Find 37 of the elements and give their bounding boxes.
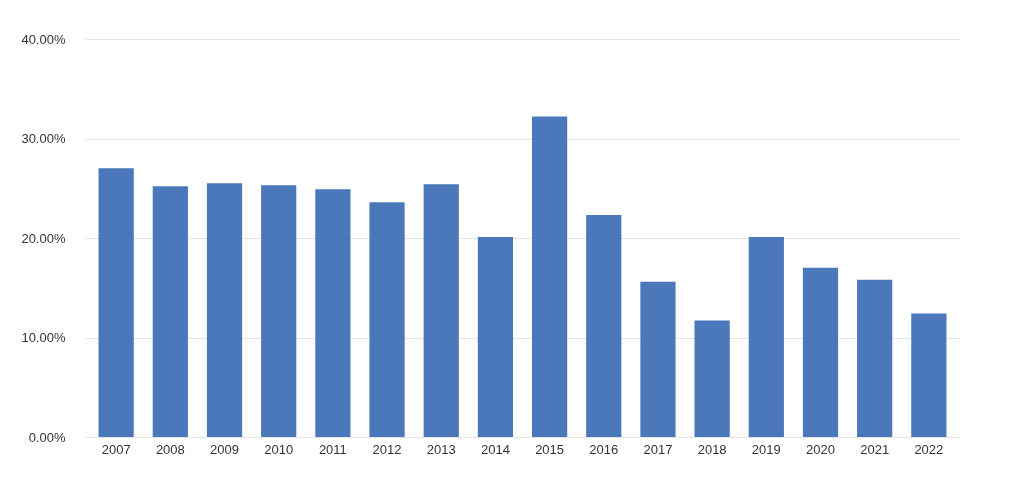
y-tick-label: 20.00% [21,230,66,246]
y-tick-label: 10.00% [21,330,66,345]
bar [206,183,243,437]
bar [802,267,839,437]
bar [694,320,730,437]
bar [748,237,784,437]
bar [586,215,622,437]
x-tick-label: 2019 [751,441,781,457]
x-tick-label: 2014 [480,441,510,457]
bar [369,202,405,437]
x-tick-label: 2017 [643,441,673,457]
x-tick-label: 2012 [372,441,402,457]
x-tick-label: 2011 [318,441,347,457]
bar [477,237,514,437]
x-tick-label: 2010 [264,441,294,457]
bar [531,116,568,437]
x-tick-label: 2018 [697,441,727,457]
x-tick-label: 2008 [155,441,185,457]
x-tick-label: 2022 [914,441,944,457]
x-tick-label: 2009 [210,441,239,457]
y-tick-label: 40.00% [21,31,66,47]
bar [315,189,351,437]
bar [640,281,676,437]
x-tick-label: 2016 [589,441,619,457]
bar [857,279,893,437]
bar [261,185,297,437]
x-tick-label: 2020 [806,441,835,457]
x-tick-label: 2021 [860,441,890,457]
bar [152,186,188,437]
x-tick-label: 2015 [535,441,565,457]
x-tick-label: 2013 [426,441,456,457]
y-tick-label: 30.00% [21,131,66,146]
bar [911,313,947,437]
y-tick-label: 0.00% [28,429,66,445]
bar [98,168,134,437]
x-tick-label: 2007 [101,441,131,457]
bar [423,184,459,437]
